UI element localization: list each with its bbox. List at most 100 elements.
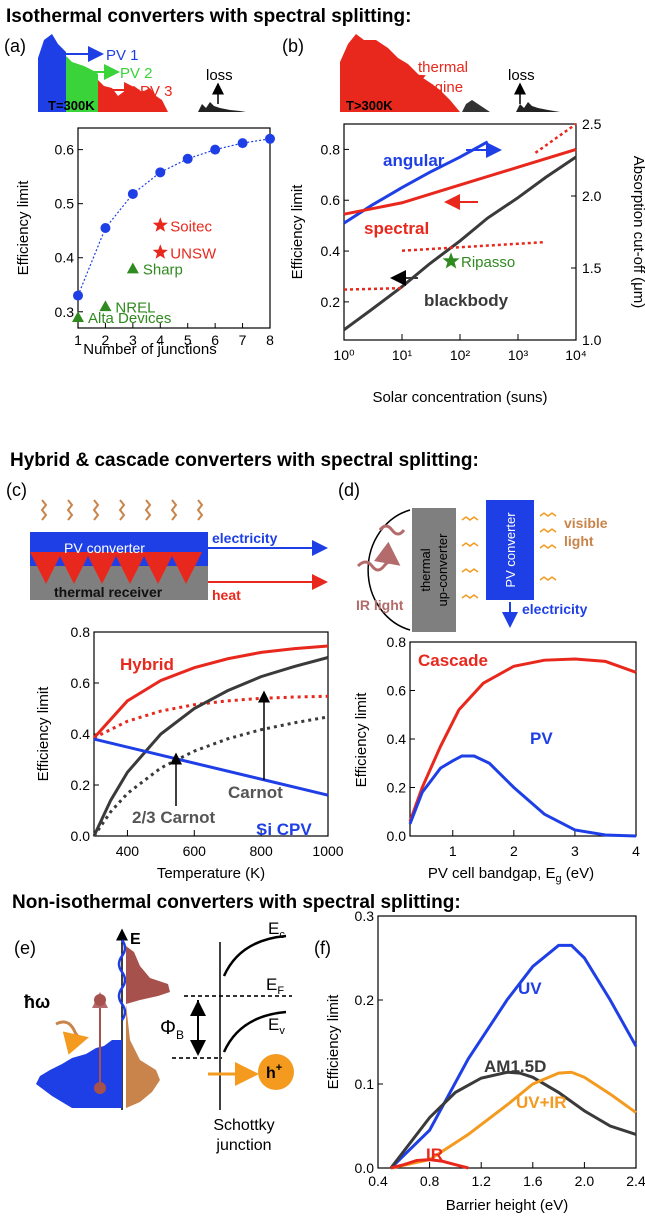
x-tick-label: 10¹ xyxy=(392,347,413,363)
heading-nonisothermal: Non-isothermal converters with spectral … xyxy=(12,892,461,913)
panel-label-e: (e) xyxy=(14,938,36,958)
series-label-si-cpv: Si CPV xyxy=(256,820,312,839)
y-tick-label: 0.0 xyxy=(387,828,407,844)
label-hbar-omega: ħω xyxy=(24,992,50,1012)
label-loss-b: loss xyxy=(508,67,535,84)
point-marker-alta-devices xyxy=(72,311,84,322)
y-tick-label: 0.8 xyxy=(387,634,407,650)
x-tick-label: 800 xyxy=(249,843,273,859)
schematic-c xyxy=(30,499,328,600)
panel-label-b: (b) xyxy=(282,36,304,56)
y-tick-label: 0.4 xyxy=(321,243,341,259)
label-electricity-c: electricity xyxy=(212,530,278,546)
label-pv-converter-c: PV converter xyxy=(64,540,145,556)
label-upconverter: up-converter xyxy=(435,533,450,607)
data-point xyxy=(155,167,166,178)
point-label-ripasso: Ripasso xyxy=(461,254,515,271)
panel-label-c: (c) xyxy=(6,480,27,500)
series-label-angular: angular xyxy=(383,151,445,170)
x-tick-label: 10⁴ xyxy=(565,347,587,363)
label-pv3: PV 3 xyxy=(140,83,173,100)
x-tick-label: 0.4 xyxy=(368,1173,388,1189)
series-line-carnot xyxy=(92,656,329,837)
label-ev: Ev xyxy=(268,1015,285,1037)
point-marker-nrel xyxy=(99,300,112,312)
label-hole: h+ xyxy=(266,1062,282,1082)
point-label-nrel: NREL xyxy=(115,299,155,316)
point-label-alta-devices: Alta Devices xyxy=(88,310,171,327)
x-tick-label: 1.6 xyxy=(523,1173,543,1189)
panel-label-d: (d) xyxy=(338,480,360,500)
y-tick-label: 0.1 xyxy=(355,1076,375,1092)
x-tick-label: 5 xyxy=(184,332,192,348)
y2-tick-label: 1.0 xyxy=(582,332,602,348)
marks-b: 10⁰ 10¹ 10² 10³ 10⁴ 0.2 0.4 0.6 0.8 1.0 1.5 2.0 2.5 a… xyxy=(321,116,602,363)
marks-f: 0.4 0.8 1.2 1.6 2.0 2.4 0.0 0.1 0.2 0.3 UV AM1.5D UV… xyxy=(355,908,645,1189)
x-tick-label: 1.2 xyxy=(471,1173,491,1189)
xlabel-c: Temperature (K) xyxy=(157,865,265,882)
series-label-carnot: Carnot xyxy=(228,783,283,802)
y-tick-label: 0.3 xyxy=(355,908,375,924)
y-tick-label: 0.8 xyxy=(71,624,91,640)
x-tick-label: 2 xyxy=(510,843,518,859)
plot-frame-f xyxy=(377,915,637,1169)
y-tick-label: 0.2 xyxy=(387,780,407,796)
label-temp-b: T>300K xyxy=(346,98,393,113)
marks-d: 1 2 3 4 0.0 0.2 0.4 0.6 0.8 Cascade PV xyxy=(387,634,641,859)
series-label-blackbody: blackbody xyxy=(424,291,509,310)
spectrum-schematic-b xyxy=(340,34,560,112)
series-line-uv xyxy=(389,943,638,1170)
series-line-hybrid xyxy=(92,644,329,739)
y-tick-label: 0.8 xyxy=(321,141,341,157)
data-point xyxy=(182,153,193,164)
y-tick-label: 0.4 xyxy=(71,726,91,742)
label-loss-a: loss xyxy=(206,67,233,84)
point-label-unsw: UNSW xyxy=(170,245,217,262)
y-tick-label: 0.4 xyxy=(55,250,75,266)
chart-f: 0.4 0.8 1.2 1.6 2.0 2.4 0.0 0.1 0.2 0.3 UV AM1.5D UV… xyxy=(325,908,645,1214)
x-tick-label: 3 xyxy=(571,843,579,859)
plot-frame-a xyxy=(77,127,271,329)
schematic-d xyxy=(356,500,557,632)
series-line-cutoff xyxy=(401,240,546,252)
series-line-si-cpv xyxy=(93,737,329,797)
xlabel-d: PV cell bandgap, Eg (eV) xyxy=(428,865,594,885)
label-visible: visible xyxy=(564,515,608,531)
y-tick-label: 0.6 xyxy=(321,192,341,208)
x-tick-label: 10² xyxy=(450,347,471,363)
x-tick-label: 4 xyxy=(632,843,640,859)
point-marker-soitec xyxy=(152,217,168,232)
series-label-uv: UV xyxy=(518,979,542,998)
label-light: light xyxy=(564,533,594,549)
series-line-cascade xyxy=(408,657,637,822)
series-line-hybrid-dashed xyxy=(93,694,329,740)
series-label-two-thirds-carnot: 2/3 Carnot xyxy=(132,808,215,827)
spectrum-schematic-a xyxy=(38,34,246,112)
label-pv1: PV 1 xyxy=(106,47,139,64)
chart-c: 400 600 800 1000 0.0 0.2 0.4 0.6 0.8 Hybrid Carnot… xyxy=(35,624,344,882)
data-point xyxy=(210,144,221,155)
y-tick-label: 0.6 xyxy=(387,683,407,699)
data-point xyxy=(73,290,83,301)
x-tick-label: 7 xyxy=(239,332,247,348)
series-label-hybrid: Hybrid xyxy=(120,655,174,674)
label-temp-a: T=300K xyxy=(48,98,95,113)
x-tick-label: 3 xyxy=(129,332,137,348)
y2-tick-label: 2.5 xyxy=(582,116,602,132)
x-tick-label: 8 xyxy=(266,332,274,348)
series-label-pv: PV xyxy=(530,729,553,748)
label-ef: EF xyxy=(266,975,284,997)
label-heat: heat xyxy=(212,587,241,603)
y-tick-label: 0.3 xyxy=(55,304,75,320)
ylabel-f: Efficiency limit xyxy=(325,994,342,1090)
heading-hybrid: Hybrid & cascade converters with spectra… xyxy=(10,450,479,471)
label-ec: Ec xyxy=(268,919,285,941)
x-tick-label: 4 xyxy=(156,332,164,348)
label-pv2: PV 2 xyxy=(120,65,153,82)
chart-b: 10⁰ 10¹ 10² 10³ 10⁴ 0.2 0.4 0.6 0.8 1.0 1.5 2.0 2.5 a… xyxy=(289,116,645,406)
y2label-b: Absorption cut-off (μm) xyxy=(630,156,645,309)
label-thermal-b: thermal xyxy=(418,59,468,76)
series-line-spectral xyxy=(343,147,577,216)
label-thermal-receiver: thermal receiver xyxy=(54,584,163,600)
